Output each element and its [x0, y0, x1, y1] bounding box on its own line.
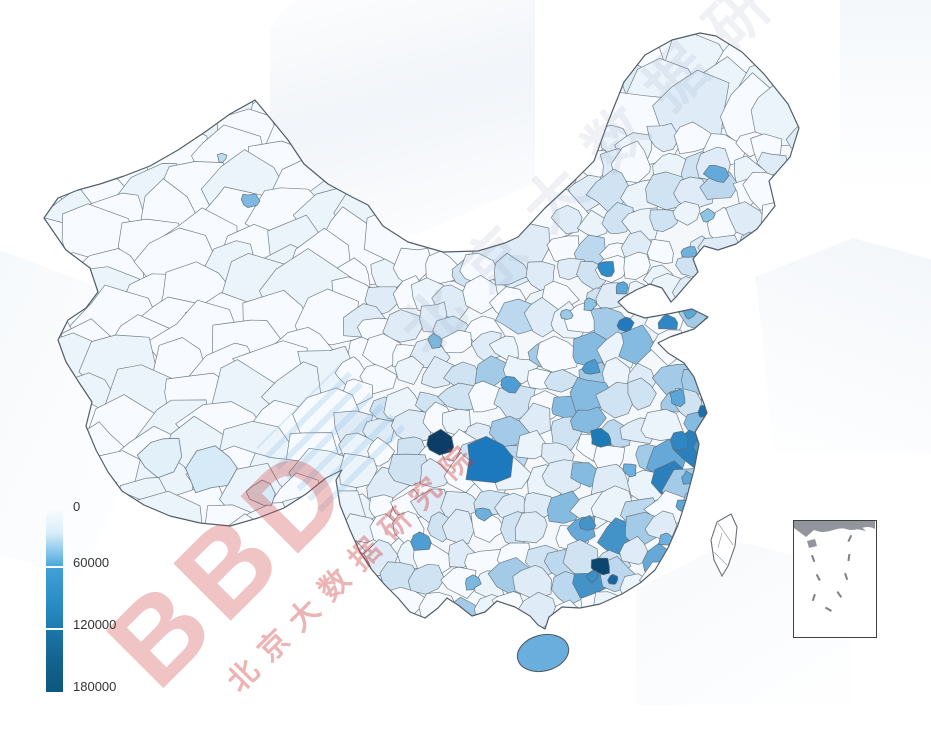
inset-hainan-shape [807, 539, 817, 548]
hainan-island[interactable] [513, 629, 572, 677]
inset-taiwan-shape [852, 522, 866, 531]
taiwan-island [710, 513, 738, 578]
legend-segment-high [46, 630, 63, 692]
south-china-sea-inset [793, 520, 877, 638]
page-background: 北京大数据研究院 BBD 北京大数据研究院 0 60000 120000 180… [0, 0, 931, 712]
legend-gradient-bar [46, 506, 63, 692]
legend-tick-label: 180000 [73, 679, 117, 694]
china-outline [43, 32, 800, 630]
color-legend: 0 60000 120000 180000 [46, 500, 166, 700]
inset-nine-dash-line [811, 534, 853, 612]
legend-tick-label: 0 [73, 499, 81, 514]
legend-tick-label: 60000 [73, 555, 110, 570]
legend-segment-low [46, 506, 63, 566]
legend-tick-label: 120000 [73, 617, 117, 632]
legend-segment-mid [46, 568, 63, 628]
